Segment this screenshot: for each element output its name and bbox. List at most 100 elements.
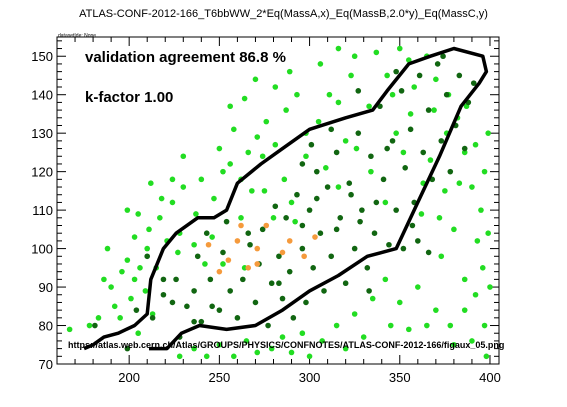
data-point (133, 307, 140, 313)
data-point (415, 284, 421, 290)
data-point (283, 215, 289, 221)
data-point (294, 191, 300, 198)
data-point (220, 249, 226, 256)
data-point (483, 353, 490, 360)
data-point (342, 345, 349, 352)
y-tick-label: 110 (32, 203, 53, 218)
data-point (342, 138, 349, 144)
y-tick-label: 150 (31, 49, 53, 64)
data-point (461, 307, 468, 313)
data-point (351, 245, 358, 252)
data-point (279, 334, 286, 340)
data-point (371, 230, 378, 236)
data-point (104, 245, 111, 252)
y-tick-label: 120 (31, 165, 53, 180)
data-point (272, 84, 279, 90)
data-point (461, 145, 468, 152)
y-tick-label: 90 (39, 280, 53, 295)
data-point (227, 103, 233, 110)
data-point (485, 130, 491, 136)
data-point (389, 138, 396, 144)
data-point (220, 168, 226, 175)
data-point (405, 326, 412, 333)
data-point (442, 188, 448, 194)
x-axis-ticks: 200 250 300 350 400 (56, 37, 501, 385)
data-point (288, 349, 295, 356)
data-point (142, 288, 149, 294)
data-point (283, 107, 289, 113)
data-point (306, 207, 313, 213)
data-point (359, 207, 365, 213)
data-point (326, 91, 333, 98)
data-point (384, 72, 390, 79)
y-tick-label: 70 (39, 357, 53, 372)
data-point (240, 276, 246, 283)
data-point (415, 238, 421, 244)
data-point (261, 188, 268, 194)
data-point (216, 341, 223, 348)
data-point (382, 199, 389, 206)
data-point (333, 226, 340, 233)
data-point (335, 45, 342, 52)
data-point (211, 195, 217, 202)
data-point (474, 238, 481, 244)
data-point (396, 299, 403, 306)
data-point (203, 353, 210, 360)
data-point (411, 84, 418, 90)
data-point (368, 153, 374, 160)
data-point (220, 261, 226, 267)
kfactor-annotation: k-factor 1.00 (85, 89, 173, 106)
data-point (366, 103, 372, 110)
data-point (263, 222, 270, 229)
data-point (66, 326, 73, 333)
data-point (259, 226, 266, 233)
data-point (263, 118, 270, 125)
data-point (303, 153, 309, 160)
data-point (276, 253, 282, 260)
data-point (346, 180, 353, 186)
data-point (351, 311, 358, 317)
y-tick-label: 80 (39, 319, 53, 334)
data-point (234, 315, 241, 321)
data-point (137, 265, 143, 271)
data-point (393, 68, 399, 75)
data-point (433, 76, 439, 83)
data-point (238, 222, 244, 229)
x-tick-label: 250 (209, 370, 231, 385)
data-point (299, 161, 306, 167)
data-point (369, 295, 376, 302)
data-point (254, 261, 261, 267)
data-point (290, 315, 297, 321)
data-point (254, 134, 261, 140)
data-point (366, 288, 372, 294)
chart-title: ATLAS-CONF-2012-166_T6bbWW_2*Eq(MassA,x)… (79, 8, 488, 20)
data-point (175, 249, 181, 256)
data-point (180, 153, 187, 160)
data-point (288, 199, 295, 206)
data-point (472, 141, 479, 148)
data-point (398, 88, 405, 94)
data-point (373, 49, 380, 56)
data-point (382, 276, 389, 283)
data-point (124, 207, 131, 213)
data-point (425, 107, 432, 113)
data-point (348, 72, 354, 79)
data-point (317, 230, 324, 236)
data-point (393, 130, 399, 136)
agreement-annotation: validation agreement 86.8 % (85, 49, 286, 66)
x-tick-label: 400 (479, 370, 501, 385)
data-point (438, 138, 445, 144)
dataset-id-label: datasetIde: None (58, 33, 97, 39)
data-point (313, 195, 320, 202)
data-points (66, 45, 493, 360)
data-point (194, 253, 201, 260)
data-point (216, 268, 223, 275)
data-point (241, 95, 248, 102)
data-point (111, 303, 118, 310)
data-point (299, 330, 306, 337)
data-point (319, 338, 326, 344)
data-point (180, 184, 187, 190)
data-point (333, 322, 340, 329)
data-point (400, 245, 407, 252)
